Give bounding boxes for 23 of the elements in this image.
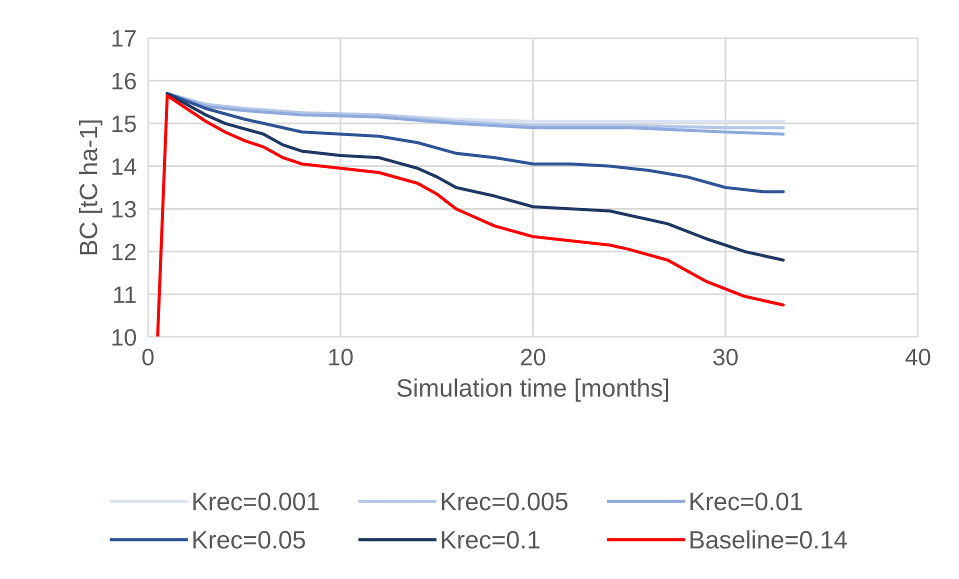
y-axis-title: BC [tC ha-1] bbox=[78, 120, 102, 254]
legend-label: Krec=0.001 bbox=[193, 492, 319, 510]
x-tick-label: 20 bbox=[521, 348, 546, 366]
x-tick-label: 30 bbox=[713, 348, 738, 366]
line-series bbox=[166, 92, 785, 262]
legend-label: Krec=0.005 bbox=[442, 492, 568, 510]
x-tick-label: 0 bbox=[142, 348, 154, 366]
y-tick-label: 10 bbox=[112, 329, 136, 346]
legend-label: Baseline=0.14 bbox=[690, 530, 847, 549]
y-tick-label: 13 bbox=[112, 200, 136, 218]
x-tick-label: 40 bbox=[905, 348, 930, 366]
legend-label: Krec=0.1 bbox=[442, 530, 540, 549]
line-series bbox=[156, 94, 785, 337]
y-tick-label: 14 bbox=[112, 158, 136, 175]
y-tick-label: 16 bbox=[112, 72, 136, 90]
y-tick-label: 17 bbox=[112, 30, 136, 47]
legend-label: Krec=0.05 bbox=[193, 530, 305, 549]
y-tick-label: 11 bbox=[114, 286, 136, 303]
y-tick-label: 15 bbox=[112, 116, 136, 132]
legend-label: Krec=0.01 bbox=[690, 492, 802, 510]
y-tick-label: 12 bbox=[112, 244, 136, 260]
x-axis-title: Simulation time [months] bbox=[397, 378, 668, 402]
x-tick-label: 10 bbox=[329, 348, 353, 366]
